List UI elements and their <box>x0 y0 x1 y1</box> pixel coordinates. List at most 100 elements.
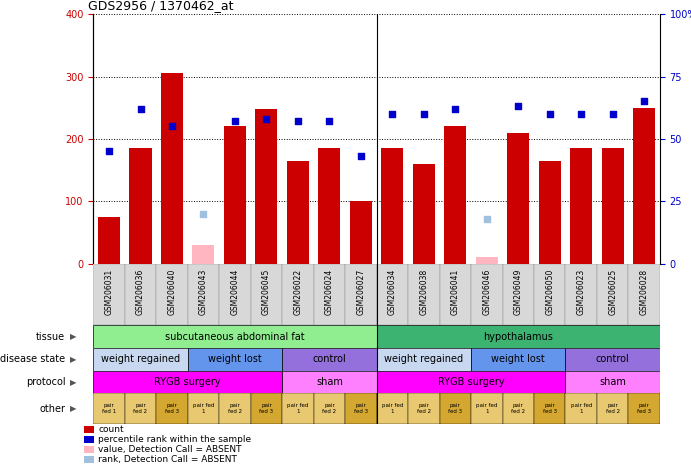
Bar <box>156 393 188 424</box>
Point <box>545 110 556 118</box>
Text: GSM206049: GSM206049 <box>513 268 523 315</box>
Bar <box>188 393 219 424</box>
Bar <box>413 164 435 264</box>
Text: weight lost: weight lost <box>208 354 262 365</box>
Bar <box>345 393 377 424</box>
Text: sham: sham <box>316 377 343 387</box>
Text: GSM206023: GSM206023 <box>577 268 586 315</box>
Text: pair
fed 2: pair fed 2 <box>322 403 337 414</box>
Point <box>135 105 146 113</box>
Text: pair
fed 3: pair fed 3 <box>259 403 274 414</box>
Text: ▶: ▶ <box>70 332 77 341</box>
Bar <box>84 447 94 453</box>
Point <box>229 118 240 125</box>
Bar <box>84 437 94 443</box>
Bar <box>161 73 183 264</box>
Text: pair
fed 3: pair fed 3 <box>354 403 368 414</box>
Bar <box>93 264 125 325</box>
Bar <box>633 108 655 264</box>
Text: GSM206036: GSM206036 <box>136 268 145 315</box>
Bar <box>439 264 471 325</box>
Bar <box>408 264 439 325</box>
Bar <box>628 264 660 325</box>
Text: pair
fed 2: pair fed 2 <box>133 403 148 414</box>
Bar <box>93 325 377 348</box>
Text: pair
fed 1: pair fed 1 <box>102 403 116 414</box>
Bar <box>188 264 219 325</box>
Text: ▶: ▶ <box>70 378 77 386</box>
Bar <box>570 148 592 264</box>
Bar <box>314 264 345 325</box>
Bar <box>602 148 624 264</box>
Bar <box>377 264 408 325</box>
Bar <box>628 393 660 424</box>
Text: pair fed
1: pair fed 1 <box>381 403 403 414</box>
Text: weight regained: weight regained <box>101 354 180 365</box>
Bar <box>125 264 156 325</box>
Bar <box>93 371 282 393</box>
Text: pair fed
1: pair fed 1 <box>287 403 309 414</box>
Bar <box>282 371 377 393</box>
Text: weight regained: weight regained <box>384 354 464 365</box>
Text: RYGB surgery: RYGB surgery <box>154 377 221 387</box>
Text: GSM206041: GSM206041 <box>451 268 460 315</box>
Bar <box>345 264 377 325</box>
Bar <box>319 148 341 264</box>
Bar <box>377 371 565 393</box>
Bar <box>408 393 439 424</box>
Point <box>576 110 587 118</box>
Text: pair
fed 3: pair fed 3 <box>542 403 557 414</box>
Text: hypothalamus: hypothalamus <box>483 331 553 342</box>
Text: pair fed
1: pair fed 1 <box>571 403 592 414</box>
Text: tissue: tissue <box>36 331 65 342</box>
Text: pair fed
1: pair fed 1 <box>476 403 498 414</box>
Point <box>513 103 524 110</box>
Text: GSM206043: GSM206043 <box>199 268 208 315</box>
Text: pair fed
1: pair fed 1 <box>193 403 214 414</box>
Bar <box>534 393 565 424</box>
Text: ▶: ▶ <box>70 404 77 413</box>
Text: pair
fed 3: pair fed 3 <box>165 403 179 414</box>
Bar <box>314 393 345 424</box>
Text: GSM206045: GSM206045 <box>262 268 271 315</box>
Bar <box>98 217 120 264</box>
Text: pair
fed 2: pair fed 2 <box>605 403 620 414</box>
Bar <box>565 348 660 371</box>
Bar <box>444 127 466 264</box>
Text: ▶: ▶ <box>70 355 77 364</box>
Bar <box>377 325 660 348</box>
Text: disease state: disease state <box>0 354 65 365</box>
Text: GSM206044: GSM206044 <box>230 268 240 315</box>
Bar <box>377 393 408 424</box>
Bar <box>565 264 597 325</box>
Text: GSM206040: GSM206040 <box>167 268 176 315</box>
Point <box>292 118 303 125</box>
Text: pair
fed 2: pair fed 2 <box>511 403 525 414</box>
Text: control: control <box>596 354 630 365</box>
Bar <box>129 148 151 264</box>
Bar <box>539 161 560 264</box>
Bar <box>565 371 660 393</box>
Bar <box>93 393 125 424</box>
Text: GSM206031: GSM206031 <box>104 268 113 315</box>
Bar <box>251 393 282 424</box>
Bar <box>471 348 565 371</box>
Text: value, Detection Call = ABSENT: value, Detection Call = ABSENT <box>98 445 242 454</box>
Text: GSM206025: GSM206025 <box>608 268 617 315</box>
Text: GSM206046: GSM206046 <box>482 268 491 315</box>
Text: subcutaneous abdominal fat: subcutaneous abdominal fat <box>165 331 305 342</box>
Bar <box>282 393 314 424</box>
Bar <box>224 127 246 264</box>
Bar <box>565 393 597 424</box>
Text: pair
fed 3: pair fed 3 <box>448 403 462 414</box>
Text: sham: sham <box>599 377 626 387</box>
Bar <box>156 264 188 325</box>
Text: GSM206028: GSM206028 <box>640 268 649 315</box>
Text: percentile rank within the sample: percentile rank within the sample <box>98 435 252 444</box>
Text: GSM206024: GSM206024 <box>325 268 334 315</box>
Point <box>481 215 492 222</box>
Bar <box>439 393 471 424</box>
Point <box>104 147 115 155</box>
Point <box>324 118 335 125</box>
Point <box>355 153 366 160</box>
